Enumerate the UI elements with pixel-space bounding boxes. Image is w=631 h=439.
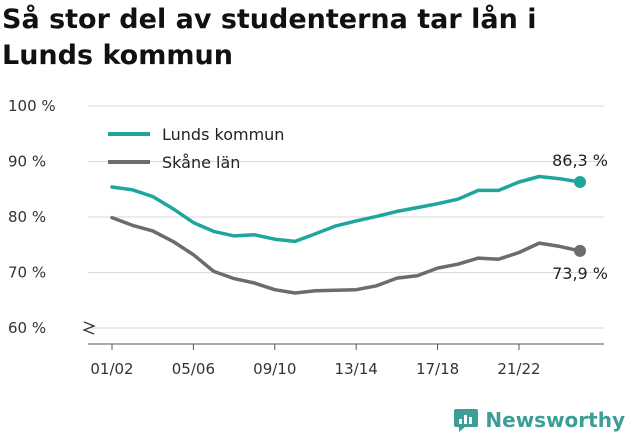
- x-tick-label: 21/22: [497, 360, 540, 378]
- x-tick-label: 13/14: [335, 360, 378, 378]
- series-end-point: [574, 176, 586, 189]
- brand: Newsworthy: [453, 407, 625, 433]
- x-tick-label: 09/10: [253, 360, 296, 378]
- series-end-point: [574, 244, 586, 257]
- y-tick-label: 60 %: [8, 319, 46, 337]
- x-tick-label: 01/02: [90, 360, 133, 378]
- y-tick-label: 90 %: [8, 153, 46, 171]
- series-group: 86,3 % 73,9 %: [110, 151, 608, 295]
- series-line-skåne-län: [110, 215, 582, 295]
- y-tick-label: 100 %: [8, 97, 56, 115]
- gridlines: [88, 105, 604, 329]
- axis-break-icon: [82, 321, 96, 335]
- legend-label: Skåne län: [162, 153, 240, 172]
- brand-name: Newsworthy: [485, 408, 625, 432]
- x-axis: 01/02 05/06 09/10 13/14 17/18 21/22: [88, 343, 604, 378]
- x-tick-label: 17/18: [416, 360, 459, 378]
- legend-label: Lunds kommun: [162, 125, 284, 144]
- y-tick-label: 80 %: [8, 208, 46, 226]
- chart-title: Så stor del av studenterna tar lån i Lun…: [2, 4, 537, 71]
- y-axis: 60 % 70 % 80 % 90 % 100 %: [8, 97, 96, 337]
- end-value-label: 86,3 %: [552, 151, 608, 170]
- y-tick-label: 70 %: [8, 264, 46, 282]
- end-value-label: 73,9 %: [552, 264, 608, 283]
- x-tick-label: 05/06: [172, 360, 215, 378]
- series-line-lunds-kommun: [110, 174, 582, 244]
- legend: Lunds kommun Skåne län: [108, 125, 284, 172]
- newsworthy-logo-icon: [454, 409, 479, 432]
